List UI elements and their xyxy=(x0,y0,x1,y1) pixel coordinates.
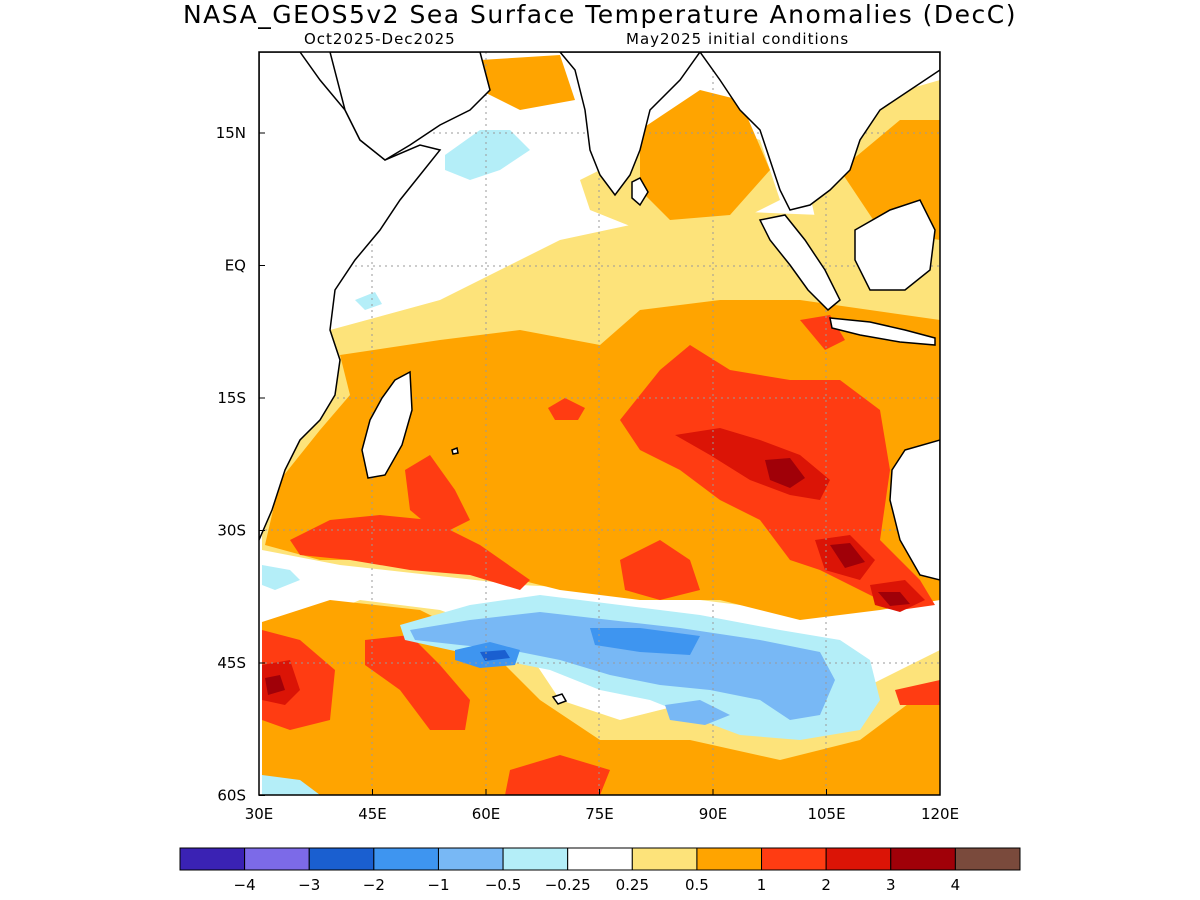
colorbar-label: 2 xyxy=(821,876,831,894)
lat-tick-label: 30S xyxy=(217,522,246,540)
longitude-tick-labels: 30E 45E 60E 75E 90E 105E 120E xyxy=(245,789,959,823)
lon-tick-label: 90E xyxy=(699,805,728,823)
lon-tick-label: 120E xyxy=(921,805,959,823)
anomaly-region-light-cyan xyxy=(445,130,530,180)
mauritius-island xyxy=(451,446,459,455)
anomaly-region-red-orange xyxy=(290,515,530,590)
chart-title: NASA_GEOS5v2 Sea Surface Temperature Ano… xyxy=(182,0,1018,29)
anomaly-region-orange xyxy=(480,55,575,110)
anomaly-region-dark-red xyxy=(765,458,805,488)
lon-tick-label: 30E xyxy=(245,805,274,823)
madagascar xyxy=(361,370,413,479)
colorbar-label: −2 xyxy=(363,876,385,894)
southeast-asia-landmass xyxy=(699,52,940,211)
anomaly-region-red-orange xyxy=(405,455,470,535)
lat-tick-label: 15N xyxy=(216,124,246,142)
colorbar-label: 4 xyxy=(951,876,961,894)
colorbar-swatch xyxy=(437,847,504,871)
anomaly-region-light-cyan xyxy=(262,565,300,590)
colorbar-swatch xyxy=(244,847,310,871)
anomaly-region-light-cyan xyxy=(262,775,320,795)
anomaly-region-orange xyxy=(640,90,770,220)
colorbar-label: −1 xyxy=(427,876,449,894)
colorbar-label: 0.5 xyxy=(685,876,709,894)
colorbar-label: −0.25 xyxy=(545,876,591,894)
colorbar-label: −0.5 xyxy=(485,876,521,894)
colorbar-label: 3 xyxy=(886,876,896,894)
anomaly-region-orange xyxy=(262,600,940,795)
anomaly-region-light-cyan xyxy=(355,292,382,310)
colorbar-label: 0.25 xyxy=(616,876,649,894)
graticule xyxy=(259,52,940,795)
colorbar-swatch xyxy=(954,847,1021,871)
anomaly-region-red-orange xyxy=(365,635,470,730)
colorbar-swatch xyxy=(567,847,633,871)
colorbar-swatch xyxy=(761,847,827,871)
sri-lanka xyxy=(631,177,649,207)
colorbar-swatch xyxy=(502,847,569,871)
lat-tick-label: EQ xyxy=(225,257,246,275)
anomaly-region-red-orange xyxy=(505,755,610,795)
latitude-tick-labels: 15N EQ 15S 30S 45S 60S xyxy=(216,124,265,805)
anomaly-region-light-blue xyxy=(410,612,835,720)
colorbar-swatch xyxy=(373,847,439,871)
lon-tick-label: 75E xyxy=(585,805,614,823)
anomaly-region-red-orange xyxy=(262,630,335,730)
java xyxy=(829,317,936,346)
colorbar-swatch xyxy=(308,847,375,871)
anomaly-region-dark-red xyxy=(878,592,910,606)
lon-tick-label: 60E xyxy=(472,805,501,823)
colorbar-swatch xyxy=(696,847,763,871)
colorbar-swatch xyxy=(179,847,246,871)
coastlines xyxy=(259,52,940,705)
lon-tick-label: 105E xyxy=(807,805,845,823)
sumatra xyxy=(758,214,841,312)
anomaly-region-red-orange xyxy=(895,680,940,705)
borneo xyxy=(854,199,936,291)
colorbar-swatch xyxy=(890,847,956,871)
anomaly-region-light-blue xyxy=(665,700,730,725)
lat-tick-label: 45S xyxy=(217,654,246,672)
anomaly-region-deep-blue xyxy=(480,650,510,661)
anomaly-region-red-orange xyxy=(548,398,585,420)
initial-conditions: May2025 initial conditions xyxy=(626,30,850,48)
anomaly-region-dark-red xyxy=(830,543,865,568)
colorbar-swatch xyxy=(631,847,698,871)
anomaly-region-blue xyxy=(590,628,700,655)
india-landmass xyxy=(559,52,701,197)
lat-tick-label: 15S xyxy=(217,389,246,407)
colorbar xyxy=(179,847,1021,871)
colorbar-labels: −4 −3 −2 −1 −0.5 −0.25 0.25 0.5 1 2 3 4 xyxy=(234,876,961,894)
lon-tick-label: 45E xyxy=(358,805,387,823)
colorbar-label: −4 xyxy=(234,876,256,894)
colorbar-swatch xyxy=(825,847,892,871)
anomaly-region-dark-red xyxy=(265,675,285,695)
anomaly-region-red-orange xyxy=(620,540,700,600)
colorbar-label: −3 xyxy=(298,876,320,894)
arabia-landmass xyxy=(329,52,491,161)
colorbar-label: 1 xyxy=(757,876,767,894)
kerguelen-island xyxy=(551,693,568,705)
forecast-period: Oct2025-Dec2025 xyxy=(304,30,456,48)
australia-landmass xyxy=(889,439,940,581)
lat-tick-label: 60S xyxy=(217,787,246,805)
